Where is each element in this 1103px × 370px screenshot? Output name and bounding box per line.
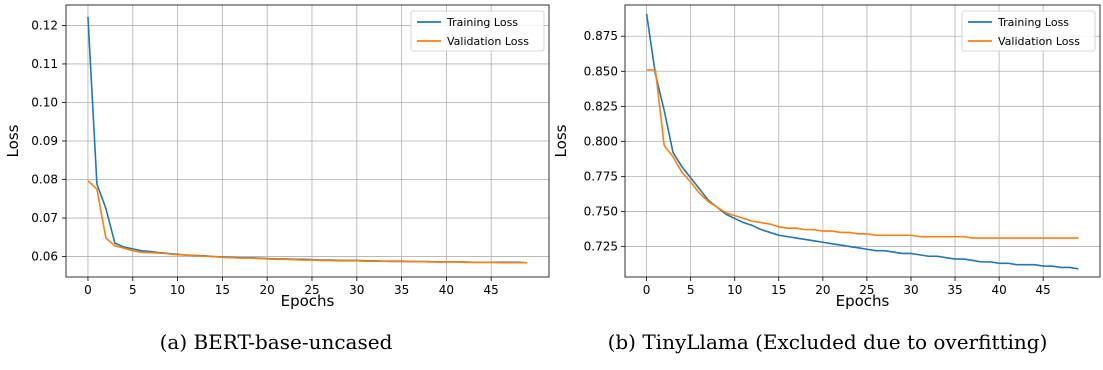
y-tick-label: 0.09: [31, 134, 58, 148]
series-line-validation: [87, 180, 528, 264]
x-tick-label: 25: [859, 283, 874, 297]
y-tick-label: 0.750: [584, 204, 618, 218]
chart-bert-loss: 0 5 10 15 20 25 30 35 40 45 0.06 0.07 0.08 0.09 0.10 0.…: [4, 4, 550, 310]
x-tick-label: 35: [947, 283, 962, 297]
legend-label-training: Training Loss: [446, 16, 518, 29]
x-tick-label: 35: [394, 283, 409, 297]
y-tick-label: 0.800: [584, 134, 618, 148]
x-tick-label: 5: [129, 283, 137, 297]
x-axis-label: Epochs: [281, 292, 335, 310]
legend-box: [961, 10, 1096, 52]
x-tick-label: 45: [1036, 283, 1051, 297]
chart-panel-tinyllama: 0 5 10 15 20 25 30 35 40 45 0.725 0.750 0.775 0.800 0.…: [552, 0, 1103, 370]
y-axis-label: Loss: [552, 124, 570, 157]
y-tick-label: 0.12: [31, 18, 58, 32]
x-tick-label: 30: [349, 283, 364, 297]
x-tick-label: 40: [439, 283, 454, 297]
x-tick-label: 10: [727, 283, 742, 297]
x-tick-label: 0: [643, 283, 651, 297]
x-tick-label: 5: [687, 283, 695, 297]
chart-tinyllama-loss: 0 5 10 15 20 25 30 35 40 45 0.725 0.750 0.775 0.800 0.…: [552, 4, 1101, 310]
y-tick-label: 0.08: [31, 173, 58, 187]
caption-bert: (a) BERT-base-uncased: [159, 330, 393, 354]
legend-box: [410, 10, 545, 52]
x-axis-label: Epochs: [836, 292, 890, 310]
y-tick-label: 0.725: [584, 239, 618, 253]
y-tick-label: 0.775: [584, 169, 618, 183]
x-tick-label: 25: [304, 283, 319, 297]
legend-label-validation: Validation Loss: [447, 35, 529, 48]
x-tick-label: 20: [815, 283, 830, 297]
y-tick-label: 0.875: [584, 29, 618, 43]
y-tick-label: 0.825: [584, 99, 618, 113]
y-axis-label: Loss: [4, 124, 22, 157]
y-tick-label: 0.06: [31, 250, 58, 264]
legend-label-training: Training Loss: [997, 16, 1069, 29]
x-tick-label: 0: [84, 283, 92, 297]
y-tick-label: 0.11: [31, 57, 58, 71]
y-tick-label: 0.10: [31, 95, 58, 109]
y-tick-label: 0.850: [584, 64, 618, 78]
caption-tinyllama: (b) TinyLlama (Excluded due to overfitti…: [607, 330, 1048, 354]
x-tick-label: 10: [170, 283, 185, 297]
x-tick-label: 40: [991, 283, 1006, 297]
y-tick-label: 0.07: [31, 211, 58, 225]
series-line-training: [87, 16, 528, 264]
x-tick-label: 30: [903, 283, 918, 297]
legend-label-validation: Validation Loss: [998, 35, 1080, 48]
x-tick-label: 15: [771, 283, 786, 297]
x-tick-label: 15: [215, 283, 230, 297]
series-line-validation: [646, 69, 1079, 239]
chart-panel-bert: 0 5 10 15 20 25 30 35 40 45 0.06 0.07 0.08 0.09 0.10 0.…: [4, 4, 550, 354]
x-tick-label: 20: [260, 283, 275, 297]
x-tick-label: 45: [484, 283, 499, 297]
